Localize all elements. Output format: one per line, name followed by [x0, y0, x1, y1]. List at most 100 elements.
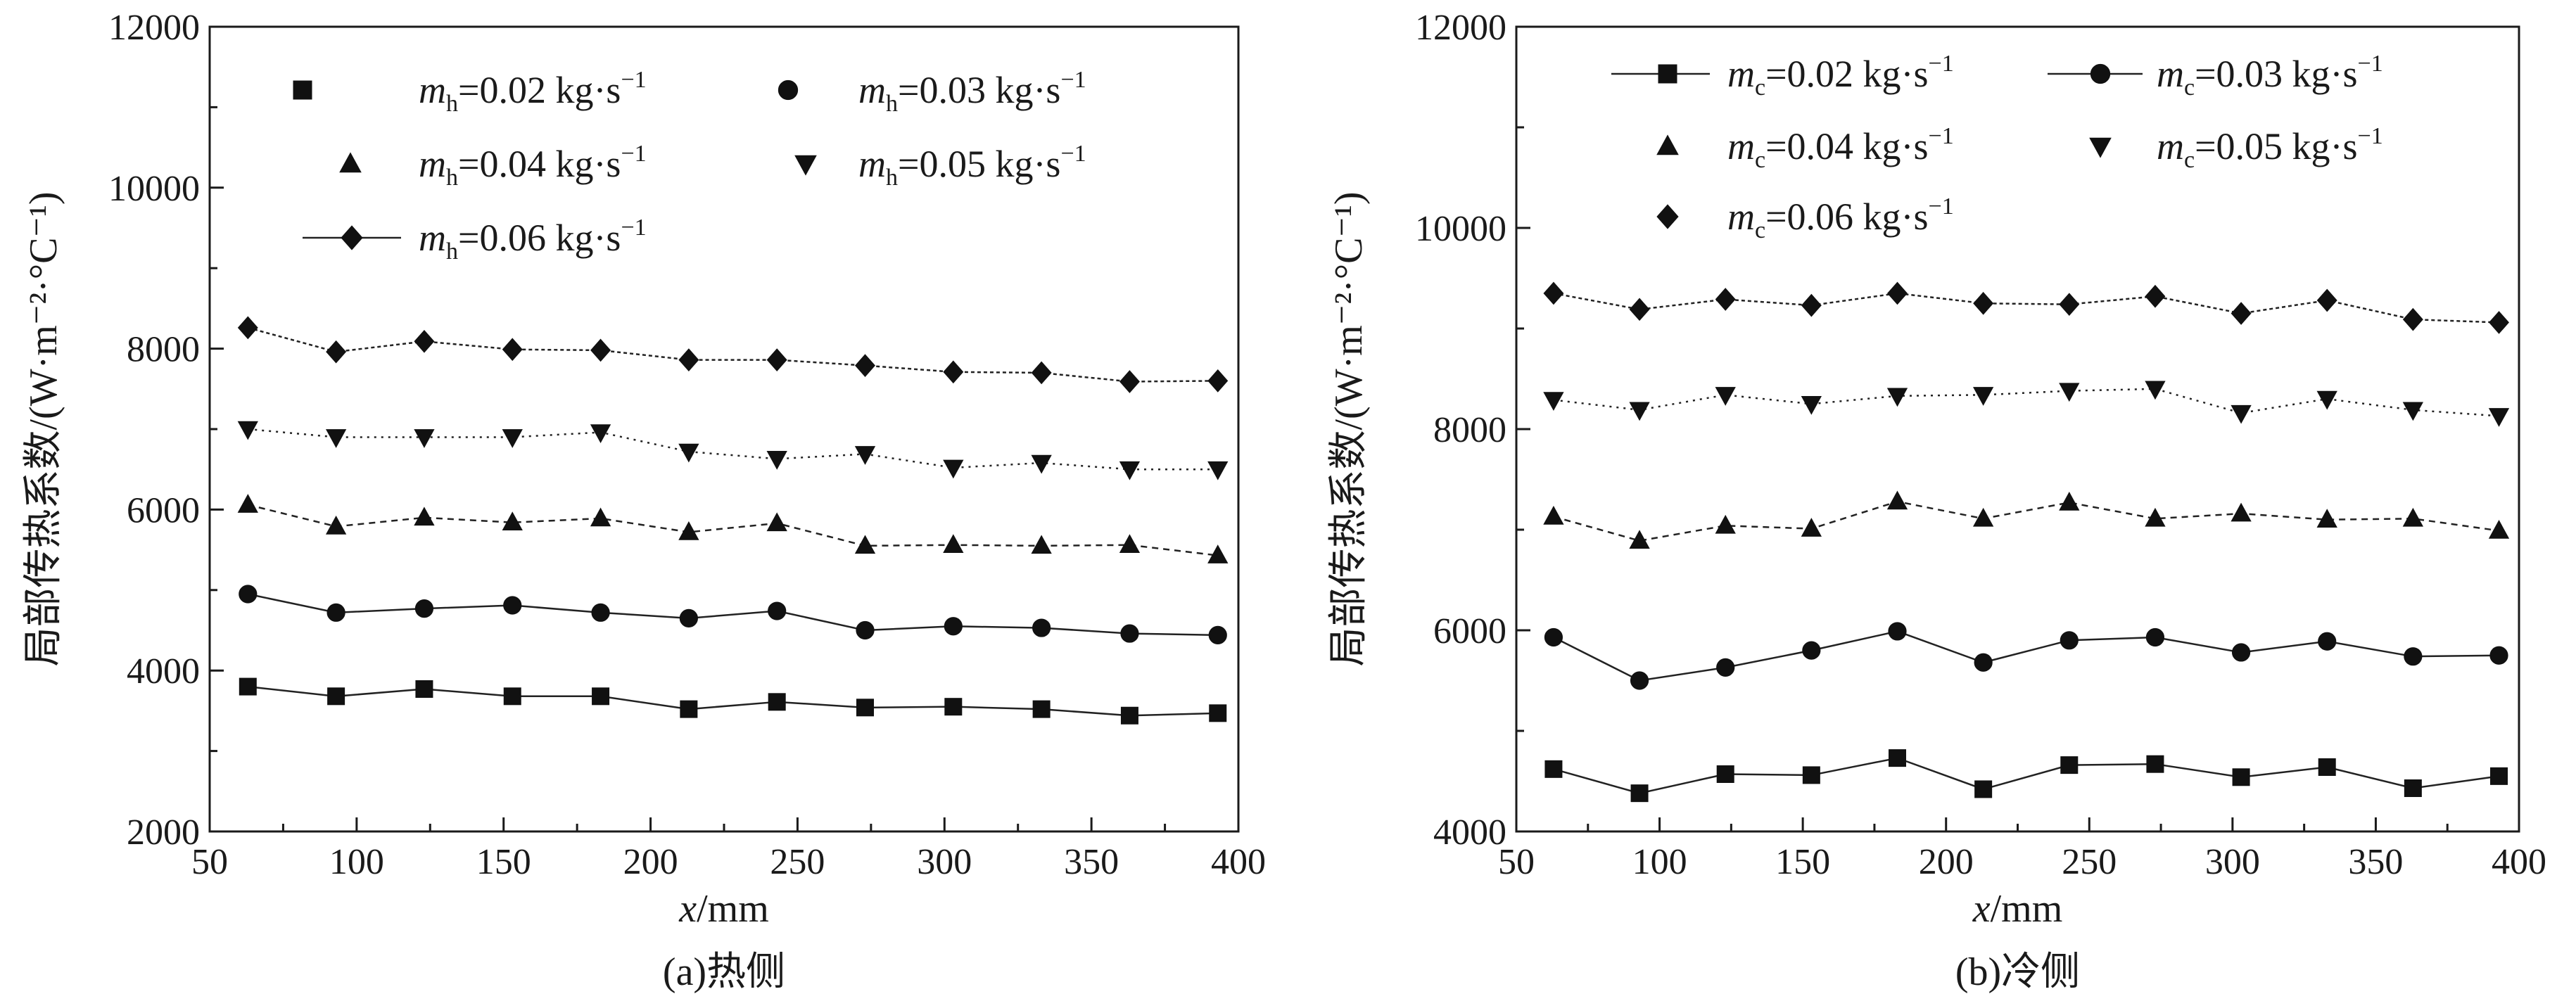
x-tick-label: 50	[1498, 842, 1535, 882]
data-point	[1629, 402, 1650, 421]
y-tick-label: 10000	[1415, 209, 1506, 249]
y-axis-label: 局部传热系数/(W·m⁻²·°C⁻¹)	[1327, 191, 1371, 666]
data-point	[503, 687, 521, 706]
data-point	[2402, 507, 2424, 527]
data-point	[1716, 658, 1735, 677]
data-point	[1543, 281, 1564, 305]
data-point	[766, 451, 787, 470]
data-point	[2231, 643, 2251, 662]
data-point	[1207, 544, 1229, 563]
data-point	[1801, 395, 1822, 415]
data-point	[2060, 756, 2079, 774]
data-point	[1716, 765, 1734, 783]
x-tick-label: 250	[770, 842, 825, 882]
series-line	[1553, 388, 2499, 417]
data-point	[1802, 641, 1821, 660]
data-point	[2145, 627, 2165, 647]
data-point	[1802, 766, 1820, 784]
data-point	[1889, 749, 1906, 767]
data-point	[768, 693, 786, 711]
data-point	[590, 424, 611, 444]
data-point	[1629, 530, 1650, 549]
data-point	[237, 494, 258, 513]
legend-marker	[2090, 63, 2111, 84]
data-point	[2489, 311, 2509, 334]
panel-caption: (b)冷侧	[1955, 950, 2080, 994]
legend-label: mh=0.05 kg·s−1	[858, 141, 1086, 191]
data-point	[239, 585, 258, 604]
x-tick-label: 350	[2348, 842, 2403, 882]
y-tick-label: 10000	[108, 169, 200, 209]
data-point	[327, 687, 345, 706]
data-point	[1630, 784, 1649, 803]
legend-label: mh=0.02 kg·s−1	[419, 67, 647, 117]
data-point	[1629, 298, 1650, 321]
legend-marker	[1656, 204, 1679, 229]
data-point	[592, 687, 610, 706]
data-point	[2231, 502, 2252, 522]
data-point	[503, 596, 522, 615]
data-point	[1974, 780, 1993, 798]
series-line	[1553, 292, 2499, 324]
data-point	[1207, 461, 1229, 480]
y-tick-label: 2000	[127, 812, 200, 853]
series-line	[1553, 757, 2499, 794]
data-point	[2404, 779, 2422, 798]
x-tick-label: 100	[1632, 842, 1687, 882]
data-point	[766, 348, 787, 371]
series-line	[1553, 630, 2499, 682]
data-point	[326, 340, 347, 364]
legend-label: mh=0.06 kg·s−1	[419, 215, 647, 264]
y-tick-label: 6000	[127, 490, 200, 530]
data-point	[2489, 646, 2508, 665]
y-tick-label: 12000	[1415, 8, 1506, 48]
data-point	[1543, 505, 1564, 525]
x-tick-label: 400	[1211, 842, 1266, 882]
data-point	[2404, 647, 2423, 666]
y-tick-label: 4000	[127, 651, 200, 691]
series-line	[247, 326, 1218, 383]
data-point	[1208, 625, 1227, 644]
data-point	[680, 700, 698, 718]
data-point	[944, 617, 963, 636]
data-point	[1715, 387, 1736, 406]
data-point	[414, 599, 434, 618]
data-point	[1715, 288, 1736, 311]
data-point	[944, 698, 963, 716]
data-point	[678, 443, 699, 463]
legend-label: mc=0.04 kg·s−1	[1727, 123, 1954, 173]
x-tick-label: 350	[1064, 842, 1119, 882]
legend-label: mc=0.06 kg·s−1	[1727, 193, 1954, 243]
legend-marker	[341, 225, 363, 250]
data-point	[1972, 507, 1994, 527]
y-tick-label: 4000	[1433, 812, 1506, 853]
data-point	[2060, 631, 2079, 650]
y-tick-label: 8000	[127, 330, 200, 370]
data-point	[2316, 390, 2337, 410]
data-point	[414, 429, 435, 448]
y-tick-label: 6000	[1433, 611, 1506, 651]
x-tick-label: 300	[917, 842, 972, 882]
legend-marker	[293, 80, 312, 100]
data-point	[854, 446, 876, 465]
data-point	[239, 677, 257, 696]
data-point	[1209, 704, 1227, 722]
panel-hot-side: 50 100 150 200 250 300 350 400 2000 4000 6000 8000 1…	[22, 8, 1266, 994]
legend-marker	[778, 79, 799, 101]
data-point	[1119, 534, 1141, 554]
panel-cold-side: 50 100 150 200 250 300 350 400 4000 6000 8000 10000…	[1327, 8, 2546, 994]
legend-label: mh=0.03 kg·s−1	[858, 67, 1086, 117]
legend-marker	[1656, 134, 1679, 155]
data-point	[2488, 519, 2510, 539]
data-point	[2232, 768, 2250, 786]
x-tick-label: 150	[476, 842, 531, 882]
x-tick-label: 200	[623, 842, 678, 882]
data-point	[2059, 293, 2080, 317]
data-point	[1119, 461, 1141, 480]
data-point	[1888, 622, 1907, 641]
x-tick-label: 250	[2062, 842, 2117, 882]
legend-label: mc=0.05 kg·s−1	[2157, 123, 2383, 173]
x-tick-label: 150	[1775, 842, 1830, 882]
data-point	[2231, 302, 2252, 325]
data-point	[1031, 361, 1052, 385]
